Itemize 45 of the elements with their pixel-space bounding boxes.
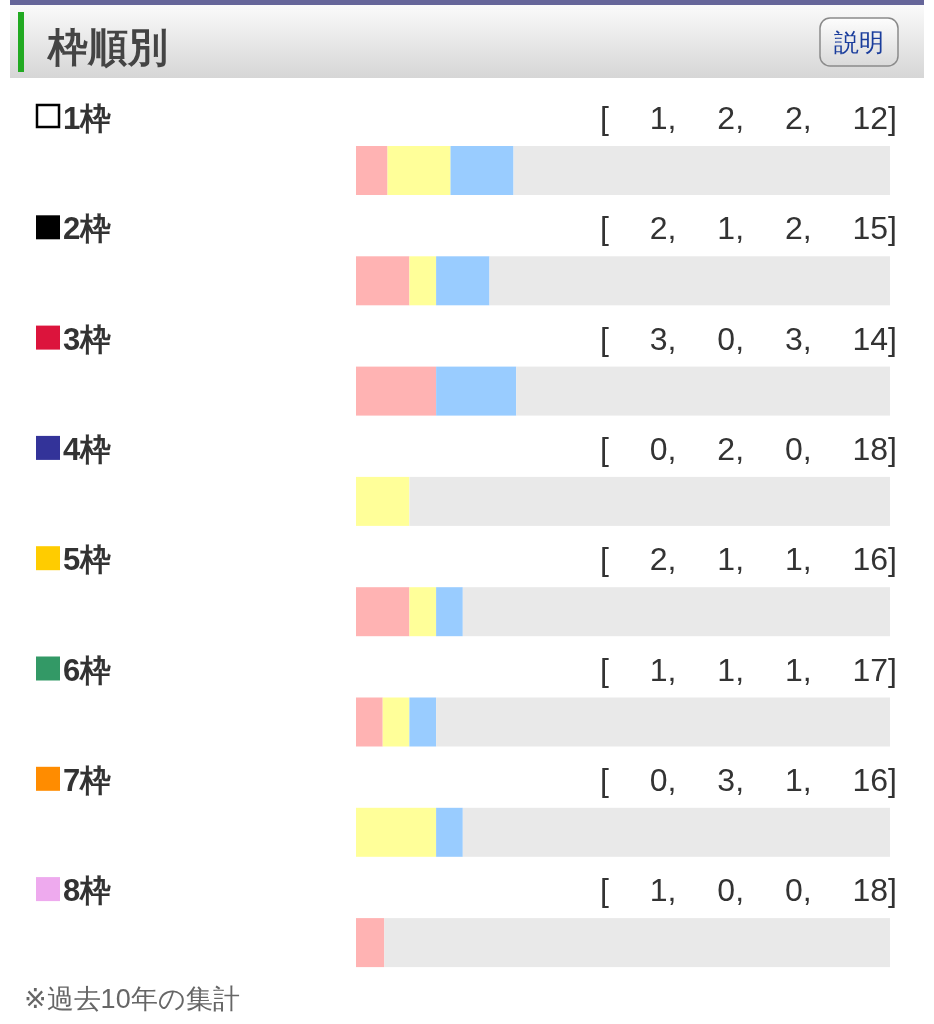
bar — [356, 366, 437, 416]
text: ※過去10年の集計 — [24, 984, 240, 1014]
y-tick-label: 2枠 — [63, 211, 112, 247]
annotation: [ 0, 3, 1, 16] — [600, 761, 897, 798]
annotation: [ 1, 1, 1, 17] — [600, 651, 897, 688]
bar — [356, 587, 410, 637]
annotation: [ 0, 2, 0, 18] — [600, 430, 897, 467]
bar — [436, 807, 463, 857]
bar — [356, 476, 410, 526]
bar — [489, 256, 890, 306]
bar — [356, 697, 383, 747]
bar — [356, 918, 385, 968]
y-tick-label: 1枠 — [63, 101, 112, 136]
bar — [513, 146, 890, 195]
chart-title: 枠順別 — [46, 25, 168, 69]
bar — [436, 587, 463, 637]
annotation: [ 2, 1, 2, 15] — [600, 210, 897, 247]
annotation: [ 2, 1, 1, 16] — [600, 541, 897, 578]
bar — [382, 697, 410, 747]
y-tick-label: 8枠 — [63, 873, 112, 909]
annotation: [ 1, 2, 2, 12] — [600, 100, 897, 136]
annotation: [ 1, 0, 0, 18] — [600, 872, 897, 909]
y-tick-label: 6枠 — [63, 652, 112, 688]
bar — [387, 146, 451, 195]
bar — [436, 366, 517, 416]
bar — [409, 697, 437, 747]
y-tick-label: 5枠 — [63, 542, 112, 578]
bar — [356, 256, 410, 306]
bar — [384, 918, 890, 968]
bar — [409, 256, 437, 306]
bar — [409, 587, 437, 637]
bar — [450, 146, 514, 195]
bar — [462, 807, 890, 857]
bar — [516, 366, 890, 416]
y-tick-label: 4枠 — [63, 431, 112, 467]
y-tick-label: 3枠 — [63, 321, 112, 357]
bar — [356, 146, 388, 195]
bar — [462, 587, 890, 637]
bar — [356, 807, 437, 857]
bar — [436, 256, 490, 306]
bar — [409, 476, 890, 526]
annotation: [ 3, 0, 3, 14] — [600, 320, 897, 357]
bar — [436, 697, 890, 747]
y-tick-label: 7枠 — [63, 762, 112, 798]
button[interactable]: 説明 — [819, 17, 899, 67]
